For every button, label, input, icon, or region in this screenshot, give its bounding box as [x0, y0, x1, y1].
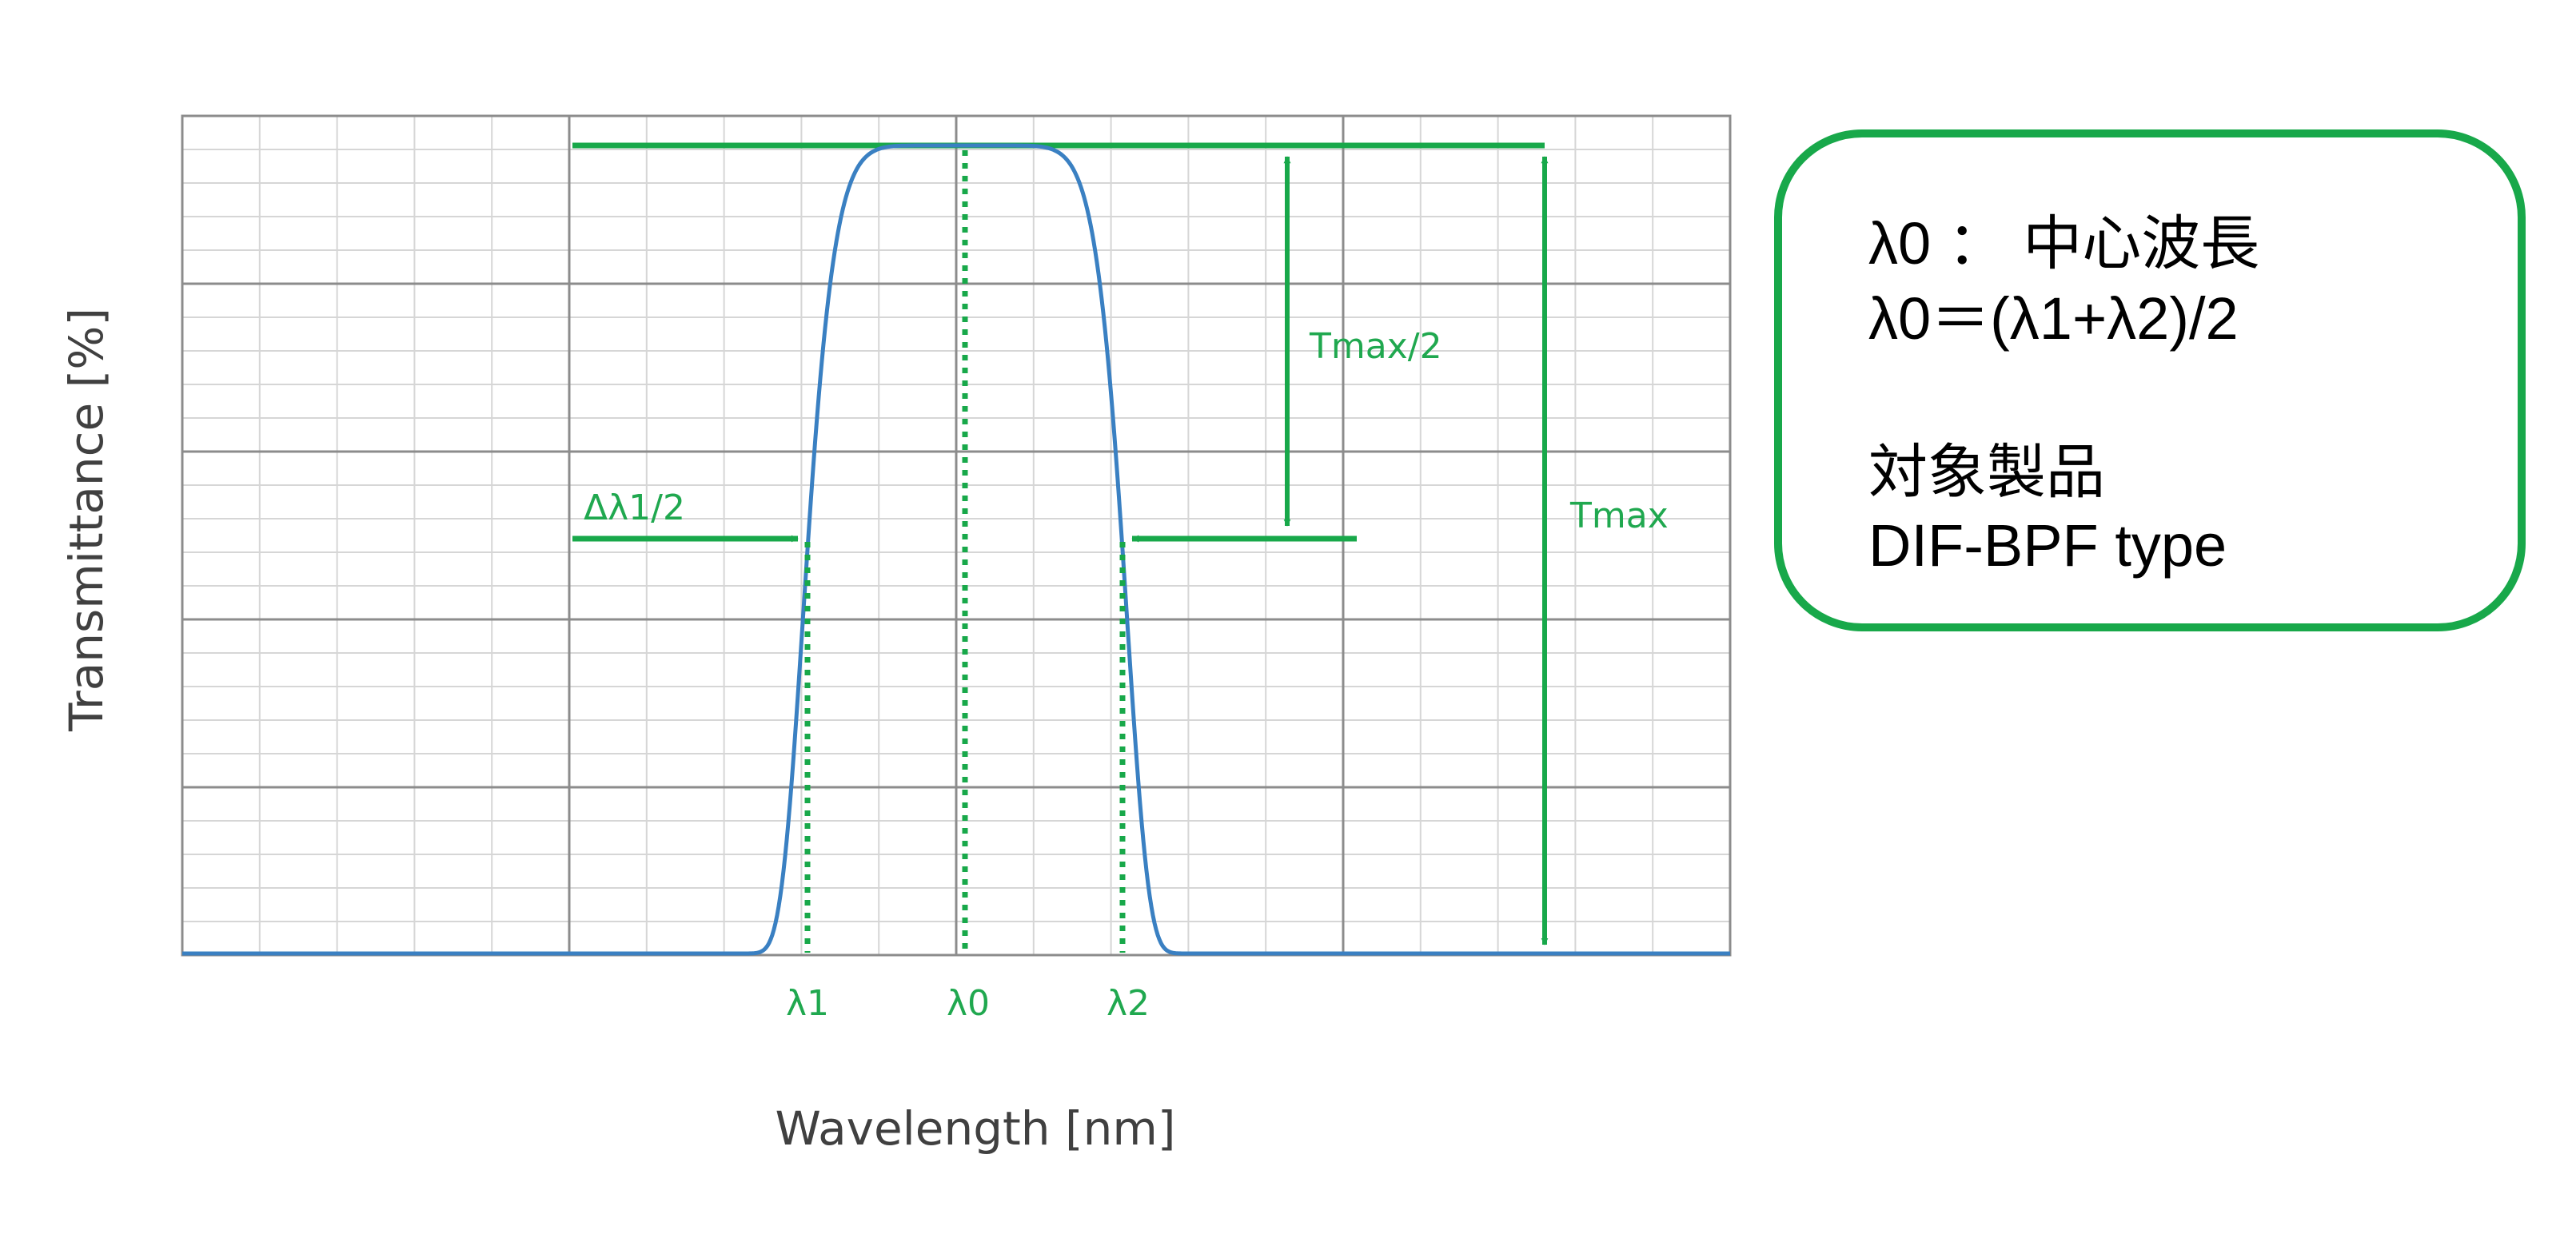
plot-frame: [181, 114, 1732, 957]
x-axis-label: Wavelength [nm]: [775, 1101, 1175, 1156]
lambda1-label: λ1: [786, 983, 829, 1024]
major-gridlines: [182, 116, 1730, 955]
center-wavelength-definition: λ0 ： 中心波長: [1868, 210, 2260, 277]
target-product-heading: 対象製品: [1868, 439, 2105, 505]
target-product-name: DIF-BPF type: [1868, 512, 2227, 579]
transmittance-curve: [182, 143, 1730, 956]
tmax-label: Tmax: [1569, 496, 1669, 536]
center-wavelength-formula: λ0＝(λ1+λ2)/2: [1868, 285, 2239, 352]
lambda0-label: λ0: [947, 983, 990, 1024]
tmax-half-label: Tmax/2: [1309, 326, 1442, 367]
lambda2-label: λ2: [1107, 983, 1150, 1024]
y-axis-label: Transmittance [%]: [59, 308, 114, 732]
half-bandwidth-label: Δλ1/2: [584, 488, 685, 528]
info-box: λ0 ： 中心波長 λ0＝(λ1+λ2)/2 対象製品 DIF-BPF type: [1774, 129, 2526, 631]
